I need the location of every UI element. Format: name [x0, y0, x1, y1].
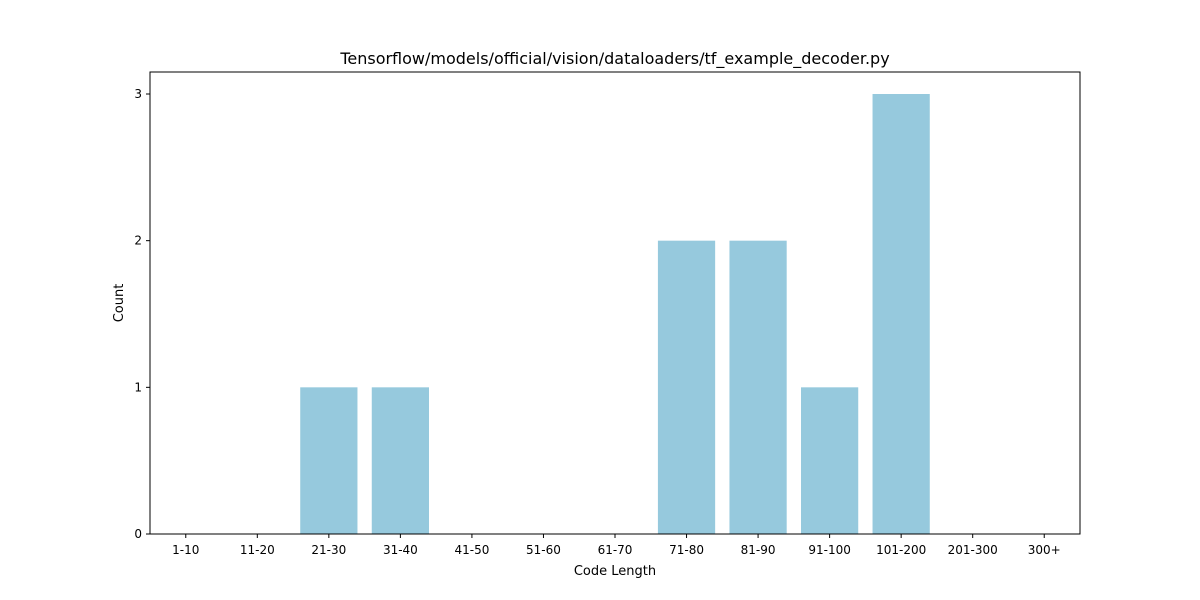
x-tick-label: 71-80	[669, 543, 704, 557]
bar-21-30	[300, 387, 358, 534]
chart-title: Tensorflow/models/official/vision/datalo…	[339, 49, 889, 69]
x-tick-label: 11-20	[240, 543, 275, 557]
y-axis-ticks: 0 1 2 3	[134, 87, 150, 541]
plot-area-frame	[149, 71, 1081, 535]
y-tick-label: 3	[134, 87, 142, 101]
y-tick-label: 2	[134, 234, 142, 248]
x-tick-label: 300+	[1028, 543, 1061, 557]
bar-31-40	[371, 387, 429, 534]
y-tick-label: 1	[134, 380, 142, 394]
y-axis-label: Count	[112, 284, 127, 323]
x-tick-label: 201-300	[948, 543, 998, 557]
x-axis-label: Code Length	[574, 564, 656, 579]
x-tick-label: 21-30	[311, 543, 346, 557]
x-tick-label: 81-90	[741, 543, 776, 557]
x-tick-label: 91-100	[808, 543, 851, 557]
bar-81-90	[729, 240, 787, 535]
x-tick-label: 61-70	[598, 543, 633, 557]
bar-71-80	[657, 240, 716, 535]
x-tick-label: 1-10	[172, 543, 199, 557]
x-tick-label: 101-200	[876, 543, 926, 557]
bar-101-200	[872, 94, 930, 534]
x-tick-label: 51-60	[526, 543, 561, 557]
bars-group	[300, 94, 930, 535]
y-tick-label: 0	[134, 527, 142, 541]
x-axis-ticks: 1-10 11-20 21-30 31-40 41-50 51-60 61-70 71-80 8…	[172, 534, 1061, 557]
x-tick-label: 41-50	[454, 543, 489, 557]
bar-91-100	[801, 387, 859, 534]
x-tick-label: 31-40	[383, 543, 418, 557]
